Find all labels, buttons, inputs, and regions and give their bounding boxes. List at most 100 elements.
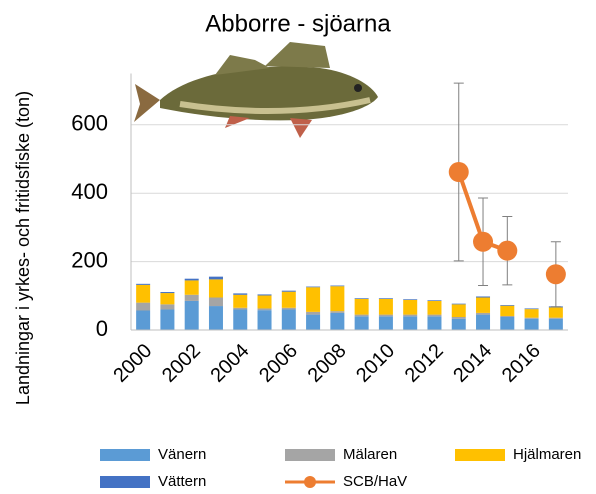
bar-segment	[258, 294, 272, 295]
y-tick-label: 0	[96, 316, 108, 341]
bar-segment	[403, 299, 417, 300]
bar-segment	[233, 293, 247, 294]
legend-swatch	[100, 476, 150, 488]
bar-segment	[500, 305, 514, 306]
bar-segment	[330, 313, 344, 330]
x-tick-label: 2008	[304, 340, 351, 387]
bar-segment	[452, 317, 466, 319]
bar-segment	[452, 319, 466, 330]
bar-segment	[500, 316, 514, 317]
bar-segment	[209, 298, 223, 307]
bar-segment	[330, 311, 344, 313]
x-tick-label: 2004	[206, 340, 253, 387]
bar-segment	[209, 279, 223, 297]
legend-label: Hjälmaren	[513, 446, 581, 463]
bar-segment	[209, 277, 223, 280]
bar-segment	[379, 316, 393, 330]
bar-segment	[403, 300, 417, 315]
bar-segment	[136, 311, 150, 330]
y-axis-label: Landningar i yrkes- och fritidsfiske (to…	[13, 91, 33, 405]
bar-segment	[525, 319, 539, 330]
bar-segment	[233, 309, 247, 330]
bar-segment	[355, 316, 369, 330]
legend-label: Vättern	[158, 473, 206, 490]
bar-segment	[379, 298, 393, 299]
bar-segment	[306, 287, 320, 288]
bar-segment	[185, 279, 199, 281]
bar-segment	[549, 319, 563, 330]
bar-segment	[452, 304, 466, 305]
bar-segment	[185, 295, 199, 301]
line-marker	[546, 264, 566, 284]
bar-segment	[258, 295, 272, 308]
bar-segment	[282, 292, 296, 308]
legend-swatch	[100, 449, 150, 461]
bar-segment	[185, 301, 199, 330]
bar-segment	[525, 308, 539, 309]
bar-segment	[476, 315, 490, 330]
bar-segment	[160, 304, 174, 309]
chart: Abborre - sjöarna Landningar i yrkes- oc…	[0, 0, 596, 494]
legend-label: Vänern	[158, 446, 206, 463]
line-marker	[497, 241, 517, 261]
bar-segment	[500, 306, 514, 316]
x-tick-label: 2014	[449, 340, 496, 387]
x-tick-label: 2012	[401, 340, 448, 387]
y-tick-label: 200	[71, 247, 108, 272]
legend-label: Mälaren	[343, 446, 397, 463]
legend-swatch	[285, 449, 335, 461]
bar-segment	[160, 293, 174, 304]
bar-segment	[282, 291, 296, 292]
x-tick-label: 2000	[109, 340, 156, 387]
bar-segment	[258, 308, 272, 310]
bar-segment	[233, 295, 247, 308]
chart-title: Abborre - sjöarna	[205, 10, 391, 37]
bar-segment	[160, 309, 174, 330]
bar-segment	[476, 313, 490, 315]
bar-segment	[136, 285, 150, 303]
y-tick-label: 400	[71, 179, 108, 204]
bar-segment	[330, 286, 344, 287]
bar-segment	[355, 298, 369, 299]
bar-segment	[185, 280, 199, 294]
legend-swatch	[455, 449, 505, 461]
bar-segment	[476, 298, 490, 313]
bar-segment	[427, 316, 441, 330]
x-tick-label: 2006	[255, 340, 302, 387]
bar-segment	[136, 284, 150, 285]
bar-segment	[282, 309, 296, 330]
bar-segment	[525, 309, 539, 318]
bar-segment	[500, 317, 514, 330]
bar-segment	[258, 310, 272, 330]
bar-segment	[330, 286, 344, 311]
bar-segment	[136, 303, 150, 311]
bar-segment	[160, 292, 174, 293]
bar-segment	[427, 300, 441, 301]
bar-segment	[355, 299, 369, 315]
bar-segment	[549, 307, 563, 317]
x-tick-label: 2016	[498, 340, 545, 387]
x-tick-label: 2010	[352, 340, 399, 387]
bar-segment	[403, 315, 417, 317]
legend-swatch	[304, 476, 316, 488]
bar-segment	[452, 304, 466, 317]
bar-segment	[379, 315, 393, 317]
bar-segment	[355, 315, 369, 317]
bar-segment	[403, 316, 417, 330]
bar-segment	[306, 315, 320, 330]
bar-segment	[427, 315, 441, 317]
bar-segment	[549, 318, 563, 319]
bar-segment	[476, 296, 490, 297]
y-tick-label: 600	[71, 111, 108, 136]
bar-segment	[233, 308, 247, 310]
bar-segment	[306, 312, 320, 315]
bar-segment	[282, 308, 296, 310]
bar-segment	[209, 306, 223, 330]
bar-segment	[379, 299, 393, 315]
line-marker	[449, 162, 469, 182]
bar-segment	[525, 318, 539, 319]
bar-segment	[306, 287, 320, 312]
x-tick-label: 2002	[158, 340, 205, 387]
line-marker	[473, 232, 493, 252]
legend-label: SCB/HaV	[343, 473, 407, 490]
